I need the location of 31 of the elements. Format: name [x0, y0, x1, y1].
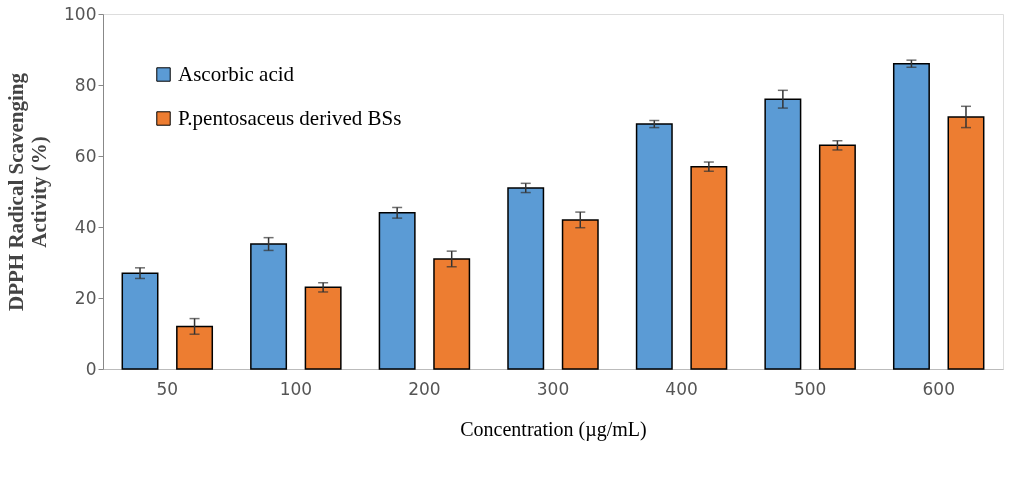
x-tick-label: 50 — [156, 378, 179, 399]
bar — [250, 243, 288, 370]
bar — [304, 286, 342, 370]
bar — [818, 144, 856, 370]
bar — [947, 116, 985, 370]
y-tick-label: 100 — [64, 3, 97, 24]
bar — [892, 62, 930, 370]
x-tick-label: 500 — [793, 378, 827, 399]
bar — [635, 123, 673, 370]
x-tick-label: 200 — [408, 378, 441, 399]
bar — [378, 212, 416, 370]
bar — [176, 325, 214, 370]
bar — [433, 258, 471, 370]
bar — [507, 187, 545, 370]
legend-label: P.pentosaceus derived BSs — [178, 105, 402, 130]
y-tick-label: 20 — [74, 287, 97, 308]
y-tick-label: 40 — [74, 216, 97, 237]
bar — [764, 98, 802, 370]
x-tick-label: 600 — [922, 378, 955, 399]
bar — [690, 165, 728, 370]
legend-label: Ascorbic acid — [178, 61, 295, 86]
x-tick-label: 400 — [665, 378, 698, 399]
y-tick-label: 0 — [85, 358, 97, 379]
y-tick-label: 80 — [74, 74, 97, 95]
x-axis-title: Concentration (µg/mL) — [460, 417, 647, 441]
bar — [121, 272, 159, 370]
y-tick-label: 60 — [74, 145, 97, 166]
x-tick-label: 100 — [279, 378, 313, 399]
x-tick-label: 300 — [536, 378, 570, 399]
bar — [561, 219, 599, 370]
y-axis-title: DPPH Radical Scavenging Activity (%) — [4, 72, 52, 312]
